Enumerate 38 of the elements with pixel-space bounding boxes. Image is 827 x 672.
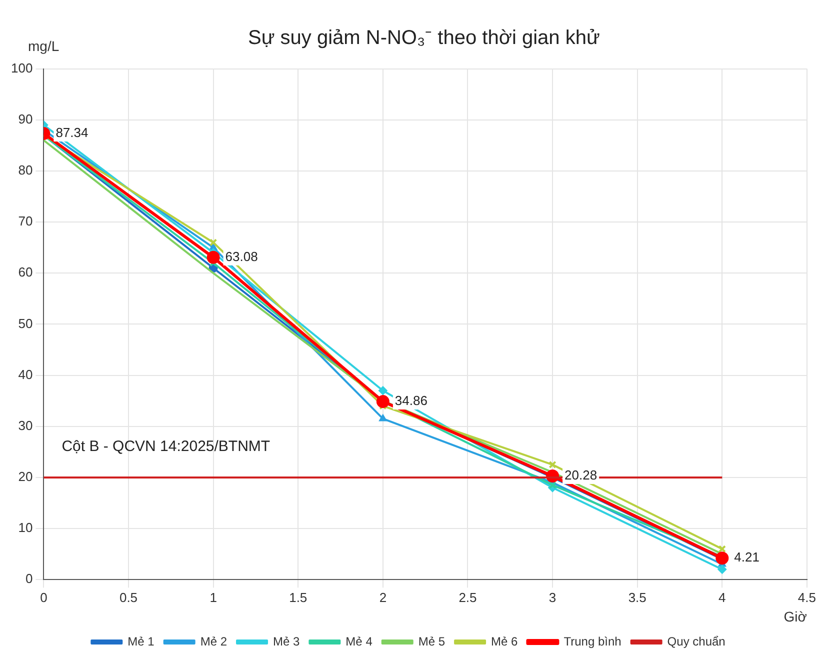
data-label: 34.86 [394,393,428,408]
y-tick-label: 20 [18,469,33,484]
x-tick-label: 2 [379,590,387,605]
x-tick-label: 0 [40,590,48,605]
legend-label: Mẻ 3 [273,634,300,648]
data-label: 4.21 [734,550,760,565]
legend-label: Trung bình [564,634,622,648]
data-label: 20.28 [564,468,598,483]
y-tick-label: 40 [18,366,33,382]
y-tick-label: 10 [18,520,33,536]
y-tick-label: 90 [18,111,33,126]
legend-label: Mẻ 2 [200,634,228,648]
x-tick-label: 0.5 [119,590,138,605]
legend-label: Mẻ 4 [346,634,373,648]
y-tick-label: 70 [18,214,33,229]
y-tick-label: 0 [25,571,33,586]
x-tick-label: 1.5 [289,590,308,605]
legend-label: Quy chuẩn [667,634,726,648]
x-tick-label: 1 [210,590,217,605]
y-tick-label: 80 [18,162,33,178]
y-tick-label: 60 [18,264,33,280]
annotation: Cột B - QCVN 14:2025/BTNMT [62,438,270,455]
legend-label: Mẻ 5 [418,634,446,648]
y-tick-label: 30 [18,418,33,433]
x-tick-label: 2.5 [458,590,477,605]
legend-label: Mẻ 6 [491,634,518,648]
y-tick-label: 100 [10,60,33,76]
x-tick-label: 4 [718,590,726,605]
chart-title: Sự suy giảm N-NO₃⁻ theo thời gian khử [247,26,601,51]
y-axis-title: mg/L [27,38,60,56]
x-tick-label: 3.5 [628,590,646,605]
x-tick-label: 3 [548,590,556,605]
x-tick-label: 4.5 [798,590,816,605]
data-label: 63.08 [225,248,258,264]
legend-label: Mẻ 1 [128,634,155,648]
x-axis-title: Giờ [784,608,807,624]
y-tick-label: 50 [18,316,33,331]
data-label: 87.34 [56,125,88,140]
